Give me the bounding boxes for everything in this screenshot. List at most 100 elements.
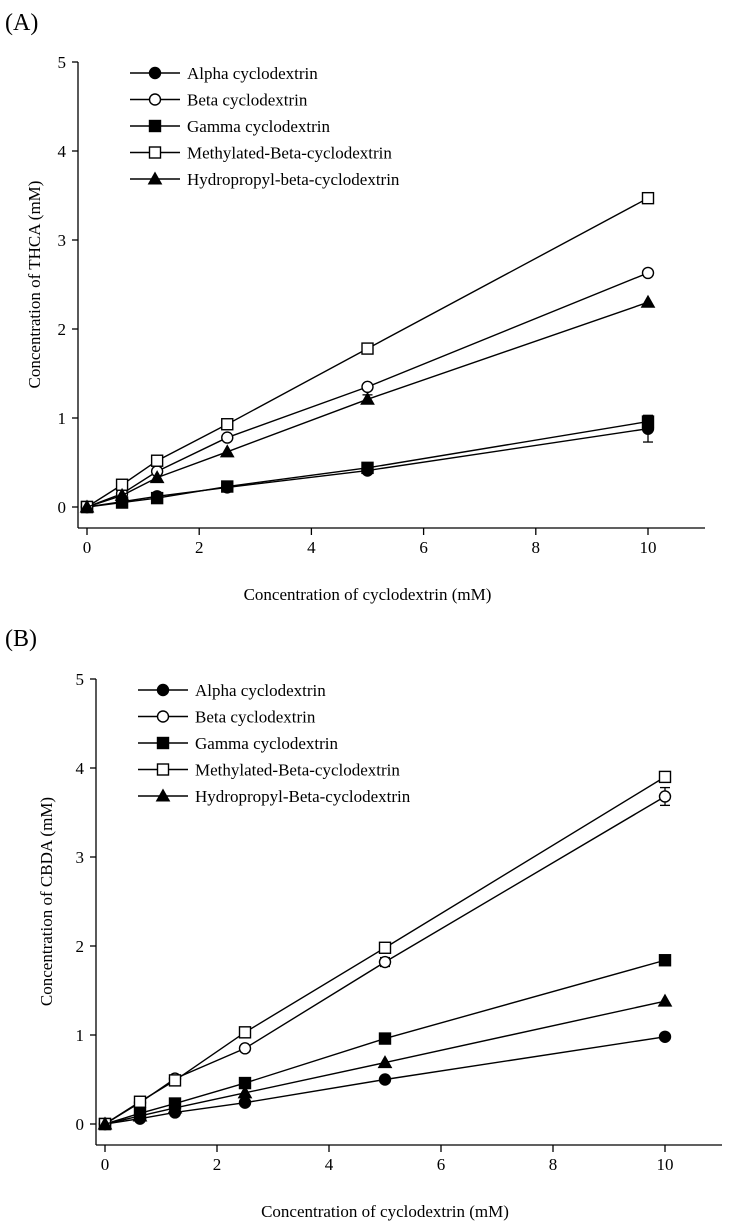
y-tick-label: 2 — [58, 320, 67, 339]
legend-marker — [156, 683, 170, 697]
x-tick-label: 6 — [437, 1155, 446, 1174]
data-point — [361, 380, 374, 394]
data-point — [658, 790, 672, 803]
data-point — [658, 1030, 672, 1043]
panel-label: (A) — [5, 10, 38, 36]
legend-marker — [148, 146, 162, 159]
data-point — [360, 391, 375, 405]
data-point — [658, 770, 672, 784]
data-point — [150, 491, 164, 505]
data-point — [377, 1055, 393, 1069]
legend-label: Beta cyclodextrin — [195, 708, 316, 727]
y-tick-label: 0 — [58, 498, 67, 517]
legend-entry: Hydropropyl-beta-cyclodextrin — [130, 170, 400, 189]
data-point — [221, 418, 234, 431]
data-point — [378, 1032, 392, 1045]
chart-a: (A) 0 1 2 3 4 5 0 2 4 6 8 10 Concentration of cyclode… — [5, 10, 705, 604]
x-tick-label: 0 — [83, 538, 92, 557]
legend-label: Beta cyclodextrin — [187, 91, 308, 110]
data-point — [114, 487, 130, 501]
data-point — [378, 955, 392, 969]
legend-marker — [148, 119, 162, 133]
legend-marker — [148, 93, 162, 106]
legend-marker — [156, 736, 170, 750]
x-tick-label: 0 — [101, 1155, 110, 1174]
legend-marker — [147, 171, 163, 185]
y-tick-label: 4 — [76, 759, 85, 778]
legend-entry: Hydropropyl-Beta-cyclodextrin — [138, 787, 411, 806]
chart-b: (B) 0 1 2 3 4 5 0 2 4 6 8 10 Concentration of cyclode… — [5, 626, 722, 1221]
series — [80, 191, 655, 514]
legend-label: Hydropropyl-Beta-cyclodextrin — [195, 787, 411, 806]
data-point — [168, 1074, 182, 1087]
series — [79, 294, 656, 513]
data-point — [378, 941, 392, 954]
x-tick-label: 4 — [307, 538, 316, 557]
legend-marker — [155, 788, 171, 802]
series-line — [104, 1000, 666, 1125]
y-axis-label: Concentration of THCA (mM) — [25, 181, 44, 389]
data-point — [133, 1095, 147, 1108]
series — [98, 1030, 672, 1131]
series-line — [86, 272, 649, 508]
series — [97, 993, 673, 1130]
x-axis-label: Concentration of cyclodextrin (mM) — [244, 585, 492, 604]
data-point — [238, 1026, 252, 1039]
legend-entry: Gamma cyclodextrin — [130, 117, 331, 136]
legend-label: Methylated-Beta-cyclodextrin — [195, 761, 400, 780]
data-point — [658, 954, 672, 967]
y-tick-label: 2 — [76, 937, 85, 956]
data-point — [361, 342, 374, 355]
data-point — [238, 1096, 252, 1109]
legend-entry: Beta cyclodextrin — [130, 91, 308, 110]
legend-entry: Methylated-Beta-cyclodextrin — [138, 761, 400, 780]
legend-entry: Methylated-Beta-cyclodextrin — [130, 144, 392, 163]
data-point — [238, 1042, 252, 1055]
legend-label: Hydropropyl-beta-cyclodextrin — [187, 170, 400, 189]
y-tick-label: 1 — [58, 409, 67, 428]
data-point — [657, 993, 673, 1007]
y-tick-label: 5 — [58, 53, 67, 72]
legend-marker — [148, 66, 162, 80]
data-point — [640, 294, 656, 308]
data-point — [132, 1108, 148, 1122]
y-axis-label: Concentration of CBDA (mM) — [37, 797, 56, 1006]
x-tick-label: 2 — [195, 538, 204, 557]
legend-label: Gamma cyclodextrin — [195, 734, 339, 753]
data-point — [361, 461, 374, 475]
series — [98, 954, 672, 1131]
data-point — [641, 191, 655, 205]
legend-label: Alpha cyclodextrin — [195, 681, 326, 700]
y-tick-label: 3 — [76, 848, 85, 867]
y-tick-label: 0 — [76, 1115, 85, 1134]
legend-label: Methylated-Beta-cyclodextrin — [187, 144, 392, 163]
legend-entry: Alpha cyclodextrin — [130, 64, 318, 83]
x-tick-label: 2 — [213, 1155, 222, 1174]
x-tick-label: 8 — [532, 538, 541, 557]
legend-marker — [156, 763, 170, 776]
y-tick-label: 5 — [76, 670, 85, 689]
legend-label: Gamma cyclodextrin — [187, 117, 331, 136]
series-line — [86, 301, 649, 508]
data-point — [378, 1073, 392, 1086]
legend-entry: Beta cyclodextrin — [138, 708, 316, 727]
data-point — [641, 266, 655, 280]
data-point — [221, 480, 234, 493]
data-point — [641, 415, 655, 428]
x-axis-label: Concentration of cyclodextrin (mM) — [261, 1202, 509, 1221]
data-point — [167, 1100, 183, 1114]
legend-entry: Gamma cyclodextrin — [138, 734, 339, 753]
data-point — [219, 444, 235, 458]
legend-entry: Alpha cyclodextrin — [138, 681, 326, 700]
legend-label: Alpha cyclodextrin — [187, 64, 318, 83]
data-point — [221, 431, 234, 444]
data-point — [79, 499, 95, 513]
y-tick-label: 4 — [58, 142, 67, 161]
x-tick-label: 4 — [325, 1155, 334, 1174]
legend-marker — [156, 710, 170, 723]
data-point — [97, 1116, 113, 1130]
x-tick-label: 10 — [657, 1155, 674, 1174]
data-point — [149, 470, 165, 484]
data-point — [150, 454, 164, 467]
